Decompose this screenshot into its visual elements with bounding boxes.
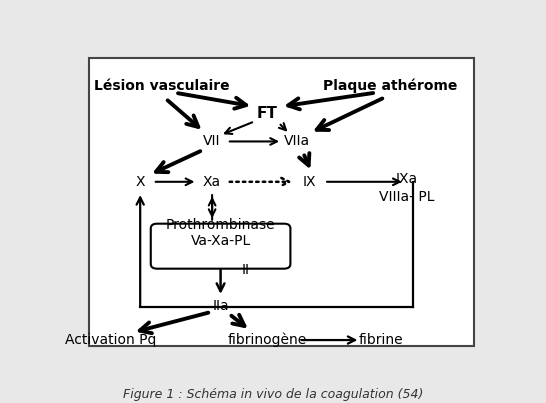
Text: Va-Xa-PL: Va-Xa-PL [191,234,251,248]
Text: FT: FT [257,106,277,121]
Text: VIIIa- PL: VIIIa- PL [379,190,435,204]
Text: Lésion vasculaire: Lésion vasculaire [93,79,229,93]
Text: VII: VII [203,135,221,148]
FancyBboxPatch shape [151,224,290,269]
Text: II: II [242,263,250,277]
Text: IX: IX [302,175,316,189]
Text: IIa: IIa [212,299,229,313]
Text: Xa: Xa [203,175,221,189]
Text: fibrinogène: fibrinogène [228,333,307,347]
Text: Plaque athérome: Plaque athérome [323,78,457,93]
Text: Activation Pq: Activation Pq [65,333,156,347]
Text: X: X [135,175,145,189]
FancyBboxPatch shape [90,58,474,346]
Text: VIIa: VIIa [284,135,310,148]
Text: Figure 1 : Schéma in vivo de la coagulation (54): Figure 1 : Schéma in vivo de la coagulat… [123,388,423,401]
Text: IXa: IXa [396,172,418,186]
Text: fibrine: fibrine [359,333,403,347]
Text: Prothrombinase: Prothrombinase [166,218,275,232]
